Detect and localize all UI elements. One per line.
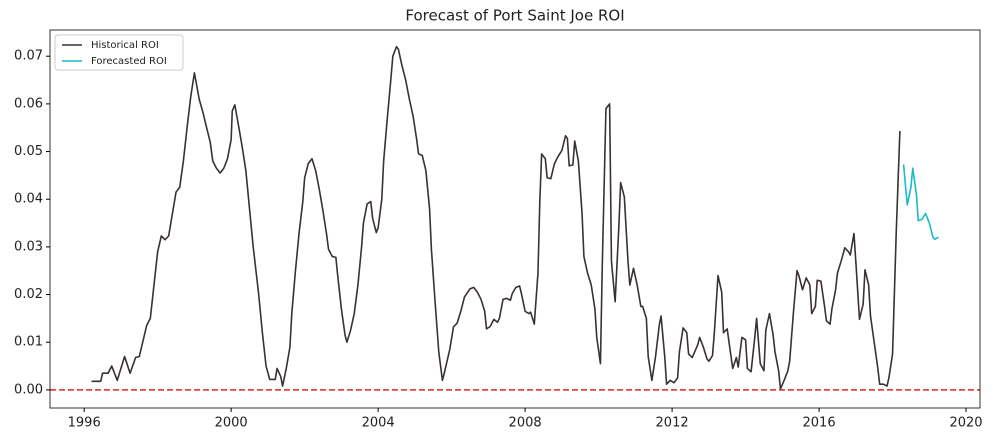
- line-series: [902, 164, 939, 241]
- x-tick-label: 2012: [656, 416, 689, 431]
- y-tick-label: 0.07: [14, 49, 43, 64]
- y-tick-label: 0.03: [14, 239, 43, 254]
- line-series: [91, 45, 901, 390]
- x-tick-label: 2000: [215, 416, 248, 431]
- chart-title: Forecast of Port Saint Joe ROI: [405, 7, 624, 25]
- x-tick-label: 2008: [509, 416, 542, 431]
- y-tick-label: 0.06: [14, 96, 43, 111]
- y-tick-label: 0.01: [14, 335, 43, 350]
- x-tick-label: 2016: [803, 416, 836, 431]
- y-tick-label: 0.05: [14, 144, 43, 159]
- y-tick-label: 0.00: [14, 382, 43, 397]
- x-tick-label: 2004: [362, 416, 395, 431]
- axes-frame: [49, 29, 981, 409]
- legend-label: Forecasted ROI: [91, 56, 167, 67]
- x-tick-label: 1996: [68, 416, 101, 431]
- y-tick-label: 0.04: [14, 192, 43, 207]
- x-tick-label: 2020: [949, 416, 982, 431]
- legend-box: [54, 34, 184, 71]
- y-tick-label: 0.02: [14, 287, 43, 302]
- legend-label: Historical ROI: [91, 40, 159, 51]
